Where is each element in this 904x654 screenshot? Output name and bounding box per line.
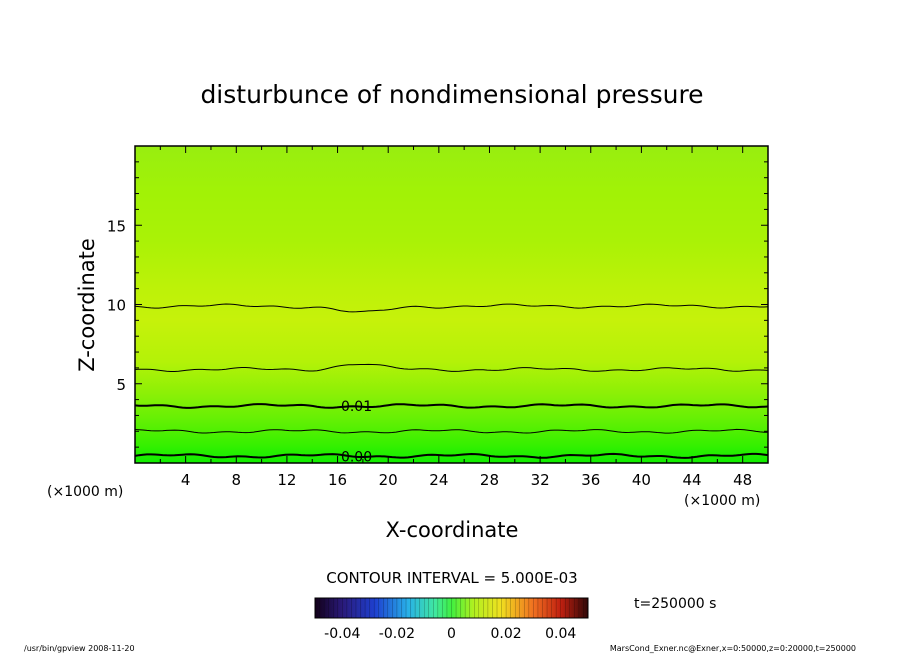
x-axis-label: X-coordinate <box>386 518 519 542</box>
x-unit-left: (×1000 m) <box>47 484 123 500</box>
colorbar-tick-label: -0.02 <box>379 626 415 642</box>
colorbar-stripes <box>314 598 589 618</box>
y-axis-ticks <box>135 161 768 448</box>
colorbar-tick-label: 0 <box>447 626 456 642</box>
x-tick-label: 20 <box>379 471 398 489</box>
colorbar-tick-label: -0.04 <box>324 626 360 642</box>
x-tick-label: 24 <box>429 471 448 489</box>
x-tick-label: 32 <box>531 471 550 489</box>
x-axis-tick-labels: 4 8 12 16 20 24 28 32 36 40 44 48 <box>181 471 752 489</box>
x-axis-ticks <box>159 146 744 463</box>
x-tick-label: 36 <box>581 471 600 489</box>
time-label: t=250000 s <box>634 596 716 612</box>
y-axis-tick-labels: 5 10 15 <box>107 217 126 394</box>
x-tick-label: 8 <box>232 471 242 489</box>
x-tick-label: 48 <box>733 471 752 489</box>
x-tick-label: 12 <box>277 471 296 489</box>
contour-label: 0.00 <box>341 450 372 466</box>
colorbar-tick-label: 0.02 <box>491 626 522 642</box>
x-tick-label: 28 <box>480 471 499 489</box>
footer-right: MarsCond_Exner.nc@Exner,x=0:50000,z=0:20… <box>610 644 856 653</box>
chart-title: disturbunce of nondimensional pressure <box>200 80 703 109</box>
footer-left: /usr/bin/gpview 2008-11-20 <box>24 644 135 653</box>
plot-field <box>135 146 768 463</box>
x-tick-label: 44 <box>682 471 701 489</box>
contour-label: 0.01 <box>341 399 372 415</box>
y-tick-label: 10 <box>107 297 126 315</box>
x-tick-label: 16 <box>328 471 347 489</box>
y-tick-label: 15 <box>107 217 126 235</box>
colorbar-frame <box>314 597 589 619</box>
contour-line <box>134 363 769 372</box>
contour-line <box>134 403 769 409</box>
x-tick-label: 40 <box>632 471 651 489</box>
contour-line <box>134 428 768 434</box>
contour-lines <box>134 303 769 459</box>
contour-line <box>134 452 769 459</box>
contour-labels: 0.01 0.00 <box>341 399 372 466</box>
contour-interval-label: CONTOUR INTERVAL = 5.000E-03 <box>326 569 577 587</box>
colorbar-tick-label: 0.04 <box>545 626 576 642</box>
y-axis-label: Z-coordinate <box>75 238 99 372</box>
x-unit-right: (×1000 m) <box>684 493 760 509</box>
colorbar-tick-labels: -0.04 -0.02 0 0.02 0.04 <box>324 626 576 642</box>
x-tick-label: 4 <box>181 471 191 489</box>
y-tick-label: 5 <box>116 376 126 394</box>
contour-line <box>134 303 769 313</box>
